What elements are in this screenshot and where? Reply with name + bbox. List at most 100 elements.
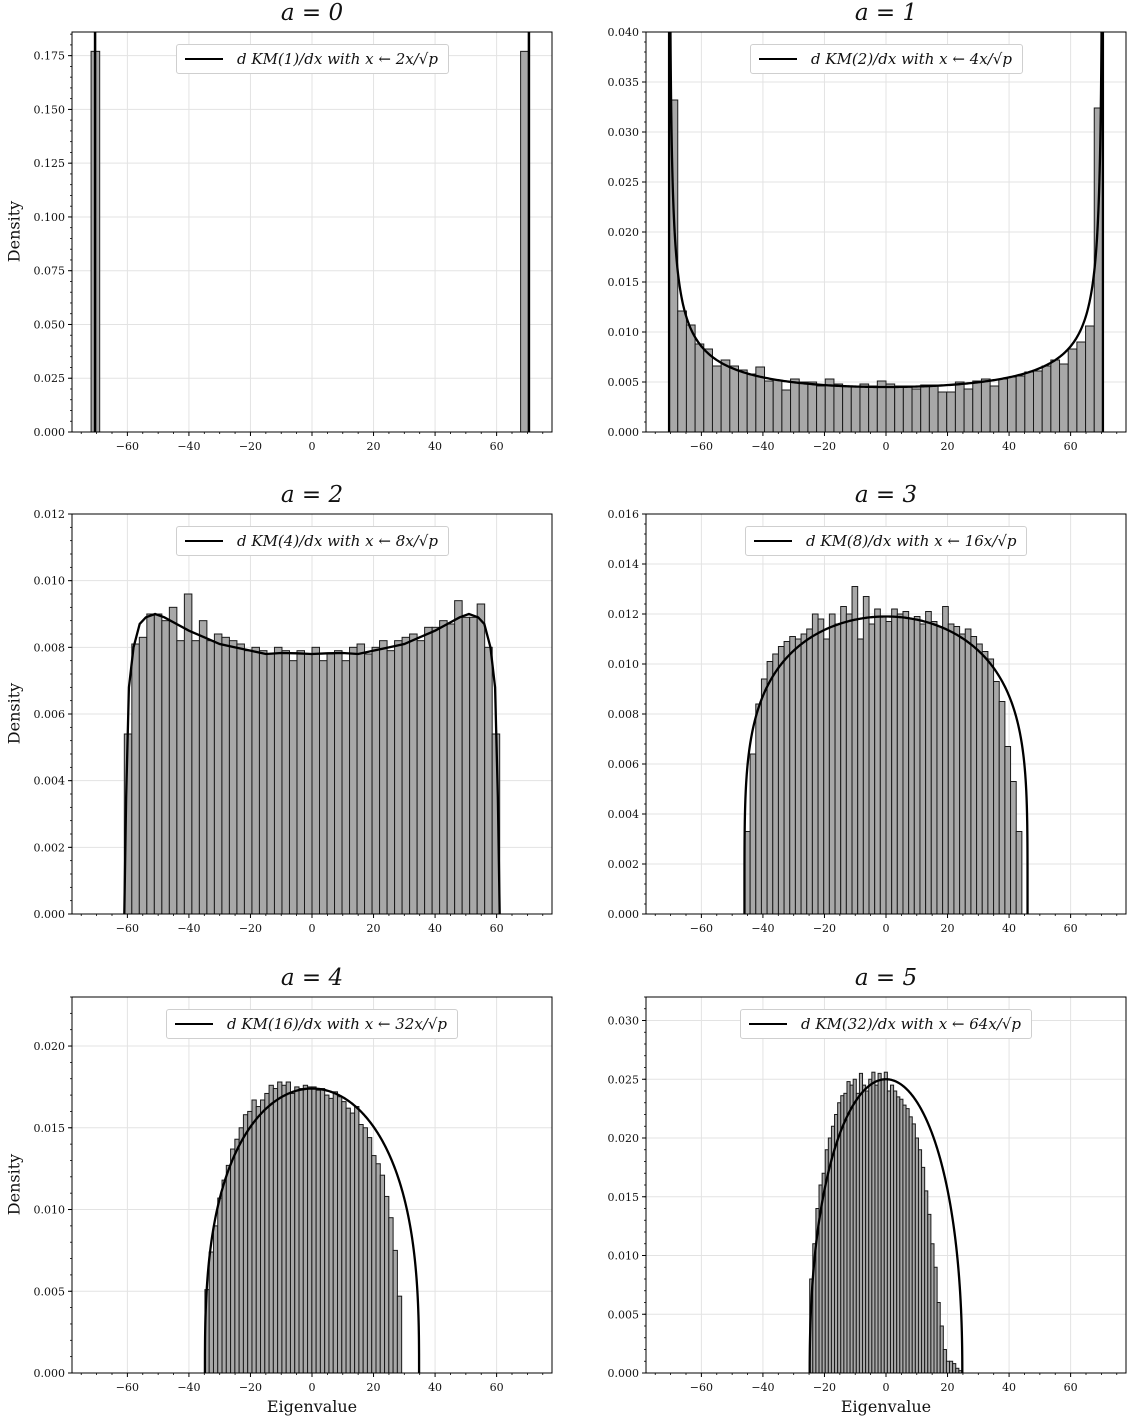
- hist-bar-39: [416, 640, 426, 914]
- x-tick-label-3: 0: [309, 1381, 316, 1394]
- hist-bar-22: [288, 660, 298, 914]
- y-tick-label-2: 0.004: [608, 808, 640, 821]
- hist-bar-34: [936, 626, 944, 914]
- hist-bar-27: [896, 613, 904, 914]
- hist-bar-39: [371, 1155, 377, 1373]
- panel-title: a = 2: [280, 482, 344, 508]
- hist-bar-28: [911, 388, 922, 432]
- hist-bar-12: [213, 633, 223, 914]
- hist-bar-38: [366, 1137, 373, 1373]
- hist-bar-29: [328, 1097, 334, 1373]
- panel-title: a = 1: [854, 0, 918, 26]
- hist-bar-23: [296, 650, 305, 914]
- hist-bar-37: [401, 636, 411, 914]
- hist-bar-35: [354, 1106, 360, 1373]
- x-tick-label-1: −40: [177, 922, 200, 935]
- legend: d KM(2)/dx with x ← 4x/√p: [750, 44, 1023, 74]
- hist-bar-24: [303, 653, 313, 914]
- hist-bar-4: [221, 1179, 227, 1373]
- legend-label: d KM(8)/dx with x ← 16x/√p: [806, 532, 1017, 550]
- hist-bar-34: [963, 388, 974, 432]
- y-tick-label-4: 0.020: [608, 1132, 640, 1145]
- hist-bar-25: [885, 383, 896, 432]
- hist-bar-30: [913, 616, 921, 914]
- hist-bar-7: [729, 365, 739, 432]
- hist-bar-25: [311, 1086, 317, 1373]
- hist-bar-49: [1093, 107, 1104, 432]
- panel-title: a = 5: [854, 965, 918, 991]
- y-tick-label-2: 0.010: [34, 1204, 66, 1217]
- y-tick-label-0: 0.000: [608, 908, 640, 921]
- legend-line-swatch: [175, 1023, 213, 1025]
- hist-bar-48: [1015, 831, 1023, 914]
- chart-panel-2: −60 −40 −20 0 20 40 60 0.000 0.002 0.004 0.006 0.00…: [5, 482, 553, 935]
- hist-bar-16: [834, 623, 842, 914]
- hist-bar-3: [760, 678, 768, 914]
- hist-bar-11: [206, 640, 215, 914]
- chart-svg-5: −60 −40 −20 0 20 40 60 0.000 0.005 0.010 0.015 0.02…: [608, 996, 1127, 1394]
- chart-panel-5: −60 −40 −20 0 20 40 60 0.000 0.005 0.010 0.015 0.02…: [608, 965, 1127, 1416]
- hist-bar-33: [954, 381, 965, 432]
- y-axis-label: Density: [4, 1153, 24, 1216]
- y-tick-label-4: 0.008: [34, 641, 66, 654]
- y-tick-label-5: 0.025: [608, 176, 640, 189]
- hist-bar-18: [845, 613, 853, 914]
- hist-bar-45: [396, 1295, 403, 1373]
- x-tick-label-3: 0: [309, 440, 316, 453]
- hist-bar-14: [264, 1092, 270, 1373]
- y-tick-label-3: 0.075: [34, 265, 66, 278]
- hist-bar-40: [1015, 375, 1026, 432]
- x-tick-label-0: −60: [116, 440, 139, 453]
- y-tick-label-2: 0.010: [608, 1250, 640, 1263]
- hist-bar-19: [285, 1081, 291, 1373]
- y-tick-label-6: 0.150: [34, 103, 66, 116]
- hist-bar-17: [816, 385, 826, 432]
- x-tick-label-5: 40: [1002, 922, 1016, 935]
- y-tick-label-6: 0.012: [608, 608, 640, 621]
- y-tick-label-6: 0.030: [608, 1015, 640, 1028]
- hist-bar-12: [255, 1106, 262, 1373]
- legend: d KM(32)/dx with x ← 64x/√p: [740, 1009, 1033, 1039]
- chart-panel-1: −60 −40 −20 0 20 40 60 0.000 0.005 0.010 0.015 0.02…: [608, 0, 1127, 453]
- chart-svg-0: −60 −40 −20 0 20 40 60 0.000 0.025 0.050 0.075 0.10…: [34, 31, 553, 453]
- hist-bar-16: [807, 381, 818, 432]
- legend: d KM(4)/dx with x ← 8x/√p: [176, 526, 449, 556]
- y-tick-label-4: 0.020: [34, 1040, 66, 1053]
- hist-bar-25: [311, 646, 321, 914]
- legend-line-swatch: [185, 58, 223, 60]
- hist-bar-20: [857, 638, 864, 914]
- x-tick-label-0: −60: [690, 440, 713, 453]
- hist-bar-8: [737, 369, 748, 432]
- hist-bar-32: [341, 1101, 347, 1373]
- hist-bar-36: [980, 378, 991, 432]
- hist-bar-43: [388, 1217, 394, 1373]
- hist-bar-46: [1004, 746, 1012, 914]
- hist-bar-4: [153, 613, 163, 914]
- hist-bar-11: [251, 1099, 257, 1373]
- hist-bar-46: [469, 616, 478, 914]
- x-tick-label-5: 40: [428, 922, 442, 935]
- y-tick-label-4: 0.020: [608, 226, 640, 239]
- x-tick-label-1: −40: [177, 440, 200, 453]
- y-tick-label-0: 0.000: [34, 1367, 66, 1380]
- hist-bar-15: [798, 381, 809, 432]
- density-curve: [743, 615, 1029, 914]
- chart-svg-1: −60 −40 −20 0 20 40 60 0.000 0.005 0.010 0.015 0.02…: [608, 26, 1127, 453]
- hist-bar-10: [800, 633, 808, 914]
- hist-bar-4: [703, 348, 713, 432]
- x-tick-label-1: −40: [751, 440, 774, 453]
- hist-bar-42: [439, 620, 448, 914]
- y-tick-label-1: 0.002: [34, 841, 66, 854]
- x-tick-label-1: −40: [751, 1381, 774, 1394]
- hist-bar-21: [294, 1086, 300, 1373]
- x-axis-label: Eigenvalue: [840, 1397, 932, 1416]
- hist-bar-40: [970, 636, 978, 914]
- hist-bar-47: [476, 603, 486, 914]
- y-tick-label-1: 0.005: [608, 1308, 640, 1321]
- hist-bar-10: [247, 1110, 253, 1373]
- hist-bar-12: [772, 379, 783, 432]
- hist-bar-47: [1076, 341, 1087, 432]
- y-tick-label-4: 0.100: [34, 211, 66, 224]
- y-tick-label-0: 0.000: [34, 426, 66, 439]
- hist-bar-45: [998, 701, 1006, 914]
